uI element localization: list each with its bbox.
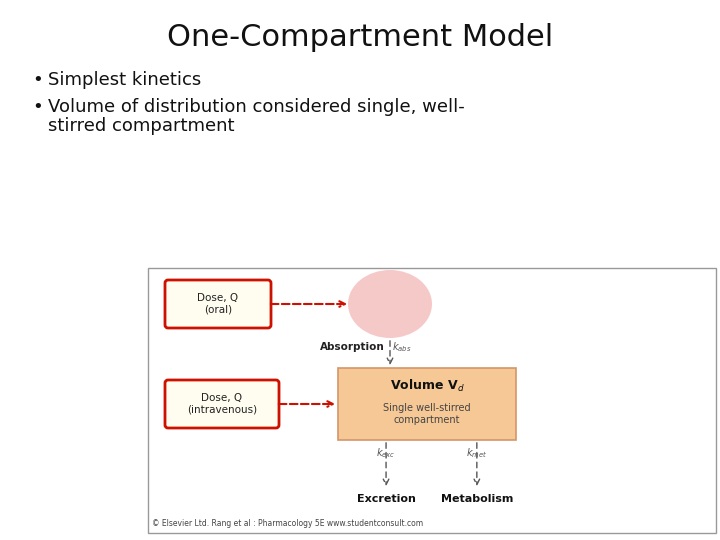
Text: $k_{abs}$: $k_{abs}$ [392, 340, 412, 354]
Text: stirred compartment: stirred compartment [48, 117, 235, 135]
Ellipse shape [348, 270, 432, 338]
Text: Absorption: Absorption [320, 342, 385, 352]
Text: $k_{exc}$: $k_{exc}$ [377, 447, 396, 461]
Text: Volume V$_d$: Volume V$_d$ [390, 378, 464, 394]
FancyBboxPatch shape [148, 268, 716, 533]
Text: Dose, Q
(oral): Dose, Q (oral) [197, 293, 238, 315]
Text: © Elsevier Ltd. Rang et al : Pharmacology 5E www.studentconsult.com: © Elsevier Ltd. Rang et al : Pharmacolog… [152, 519, 423, 529]
Text: Excretion: Excretion [356, 494, 415, 504]
Text: Single well-stirred
compartment: Single well-stirred compartment [383, 403, 471, 425]
FancyBboxPatch shape [338, 368, 516, 440]
FancyBboxPatch shape [165, 380, 279, 428]
Text: $k_{met}$: $k_{met}$ [466, 447, 487, 461]
Text: •: • [32, 71, 42, 89]
FancyBboxPatch shape [165, 280, 271, 328]
Text: One-Compartment Model: One-Compartment Model [167, 23, 553, 51]
Text: Dose, Q
(intravenous): Dose, Q (intravenous) [187, 393, 257, 415]
Text: Simplest kinetics: Simplest kinetics [48, 71, 202, 89]
Text: Metabolism: Metabolism [441, 494, 513, 504]
Text: •: • [32, 98, 42, 116]
Text: Volume of distribution considered single, well-: Volume of distribution considered single… [48, 98, 464, 116]
